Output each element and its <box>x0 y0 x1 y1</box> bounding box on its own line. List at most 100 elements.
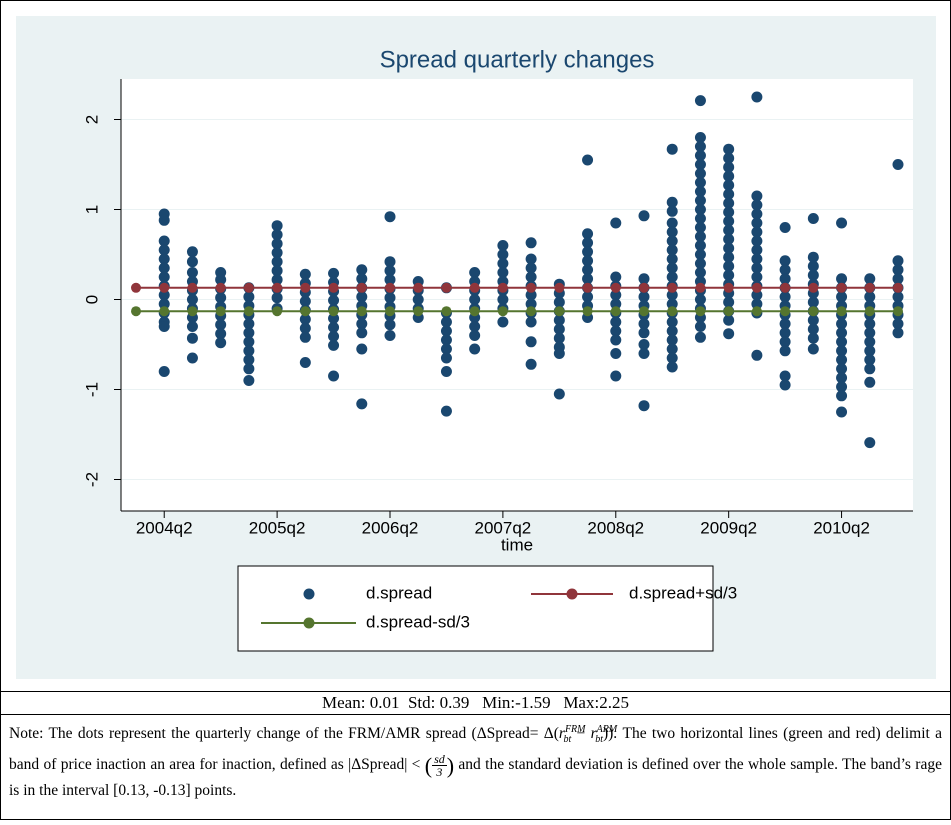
dot <box>751 199 763 211</box>
dot <box>243 336 255 348</box>
dot <box>892 273 904 285</box>
dot <box>694 95 706 107</box>
dot <box>723 296 735 308</box>
dot <box>582 291 594 303</box>
line-dot <box>610 306 621 317</box>
dot <box>723 233 735 245</box>
dot <box>864 291 876 303</box>
dot <box>610 370 622 382</box>
dot <box>751 289 763 301</box>
dot <box>412 294 424 305</box>
line-dot <box>385 282 395 293</box>
dot <box>751 91 763 103</box>
dot <box>440 325 452 337</box>
dot <box>215 328 227 340</box>
dot <box>497 249 509 260</box>
line-dot <box>187 282 198 293</box>
dot <box>836 318 848 330</box>
dot <box>328 312 340 324</box>
dot <box>723 170 735 182</box>
dot <box>666 289 678 301</box>
dot <box>864 336 876 348</box>
dot <box>271 247 283 259</box>
dot <box>525 289 537 301</box>
line-dot <box>243 282 254 293</box>
line-dot <box>610 282 621 293</box>
dot <box>666 253 678 265</box>
line-dot <box>554 282 565 293</box>
x-tick-label: 2010q2 <box>813 518 870 537</box>
dot <box>666 226 678 238</box>
dot <box>638 291 650 303</box>
dot <box>836 327 848 339</box>
dot <box>356 318 368 330</box>
legend-marker <box>566 588 578 600</box>
dot <box>328 330 340 342</box>
dot <box>497 316 509 328</box>
line-dot <box>469 282 480 293</box>
line-dot <box>639 282 649 293</box>
note-sub: bt <box>595 734 603 746</box>
dot <box>836 406 848 418</box>
line-dot <box>131 306 141 317</box>
legend-box <box>237 565 714 652</box>
line-dot <box>300 282 311 293</box>
dot <box>751 208 763 220</box>
dot <box>299 268 311 280</box>
x-axis-title: time <box>501 535 533 554</box>
dot <box>836 354 848 366</box>
note-sup: ARM <box>596 724 618 735</box>
line-dot <box>356 282 367 293</box>
dot <box>666 196 678 208</box>
dot <box>243 291 255 303</box>
line-dot <box>385 306 395 317</box>
dot <box>525 253 537 265</box>
line-dot <box>497 282 508 293</box>
dot <box>525 262 537 274</box>
dot <box>384 292 396 304</box>
dot <box>582 237 594 249</box>
dot <box>440 316 452 328</box>
dot <box>440 334 452 346</box>
dot <box>723 269 735 281</box>
dot <box>723 179 735 191</box>
dot <box>779 327 791 339</box>
dot <box>525 271 537 283</box>
note-symbol: r <box>590 725 597 743</box>
dot <box>553 332 565 344</box>
dot <box>751 253 763 265</box>
dot <box>215 337 227 349</box>
note-text: and the standard deviation is defined ov… <box>9 756 942 800</box>
y-tick-label: 1 <box>82 205 101 214</box>
dot <box>469 321 481 332</box>
dot <box>751 217 763 229</box>
y-tick-label: -2 <box>82 472 101 487</box>
legend-label: d.spread+sd/3 <box>629 583 737 602</box>
dot <box>186 256 198 268</box>
dot <box>328 321 340 333</box>
line-dot <box>582 282 593 293</box>
dot <box>328 339 340 351</box>
dot <box>751 298 763 310</box>
dot <box>694 294 706 305</box>
plot-area <box>121 79 913 511</box>
line-dot <box>159 282 170 293</box>
dot <box>694 141 706 152</box>
dot <box>271 229 283 241</box>
line-dot <box>159 306 170 317</box>
dot <box>779 345 791 357</box>
line-dot <box>808 306 819 317</box>
dot <box>779 255 791 267</box>
dot <box>158 298 170 310</box>
dot <box>582 154 594 166</box>
note-sub: bt <box>563 734 572 746</box>
dot <box>440 343 452 355</box>
dot <box>694 132 706 143</box>
legend-label: d.spread-sd/3 <box>366 612 470 631</box>
dot <box>751 235 763 247</box>
dot <box>243 318 255 330</box>
dot <box>723 197 735 209</box>
dot <box>610 316 622 328</box>
dot <box>666 325 678 337</box>
dot <box>807 213 819 224</box>
